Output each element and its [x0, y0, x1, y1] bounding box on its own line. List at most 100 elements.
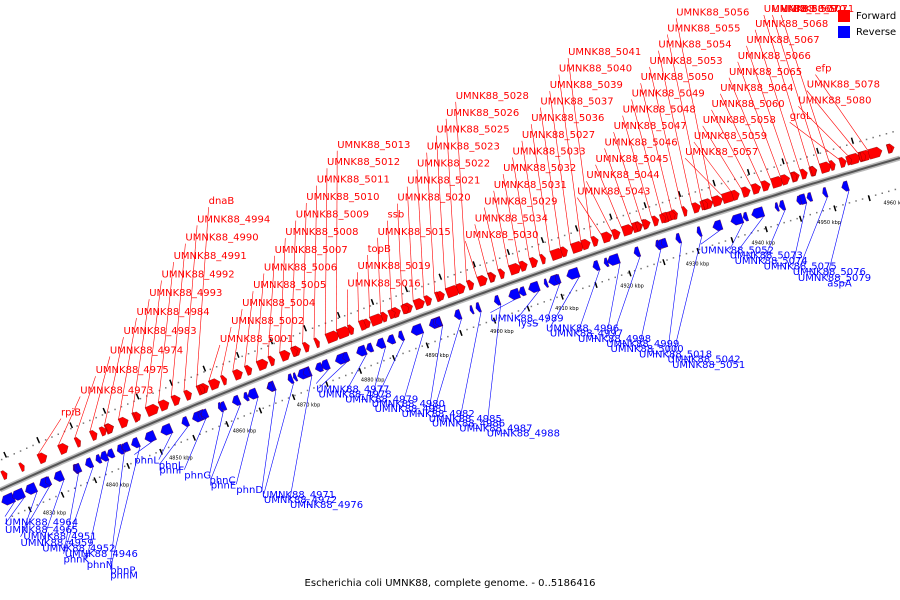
- tick-dot: [376, 362, 379, 364]
- tick-dot: [275, 402, 277, 404]
- tick-dot: [642, 208, 644, 210]
- tick-dot: [511, 312, 513, 314]
- gene-label: UMNK88_5078: [807, 80, 880, 91]
- forward-gene: [691, 202, 701, 214]
- leader-line: [64, 472, 79, 549]
- gene-label: UMNK88_5066: [738, 51, 811, 62]
- forward-gene: [659, 213, 667, 224]
- gene-label: UMNK88_5073: [730, 251, 803, 262]
- leader-line: [263, 381, 295, 494]
- tick-dot: [237, 417, 239, 420]
- tick-dot: [98, 476, 101, 478]
- tick-dot: [218, 425, 220, 428]
- tick-dot: [776, 223, 779, 226]
- tick-dot: [76, 425, 78, 427]
- tick-dot: [453, 333, 455, 335]
- leader-line: [426, 152, 435, 294]
- gene-label: UMNK88_4986: [432, 419, 505, 430]
- tick-dot: [570, 232, 572, 234]
- leader-line: [772, 14, 820, 165]
- gene-label: UMNK88_5020: [397, 193, 470, 204]
- gene-label: phnJ: [159, 461, 181, 472]
- kbp-tick-label: 4840 kbp: [106, 483, 130, 489]
- reverse-gene: [434, 316, 443, 327]
- forward-gene: [750, 183, 761, 195]
- tick-dot: [273, 342, 275, 345]
- tick-dot: [36, 504, 38, 506]
- reverse-gene: [85, 457, 95, 469]
- tick-dot: [447, 335, 449, 338]
- tick-dot: [855, 200, 857, 202]
- tick-dot: [737, 236, 740, 238]
- leader-line: [517, 289, 541, 318]
- tick-dot: [666, 259, 668, 261]
- legend: Forward Reverse: [838, 8, 896, 40]
- major-tick: [798, 215, 803, 222]
- gene-label: UMNK88_5025: [436, 125, 509, 136]
- leader-line: [693, 141, 732, 193]
- tick-dot: [620, 274, 623, 276]
- reverse-gene: [779, 199, 787, 211]
- tick-dot: [793, 160, 795, 162]
- tick-dot: [434, 340, 436, 343]
- tick-dot: [894, 188, 897, 191]
- leader-line: [445, 118, 457, 286]
- reverse-gene: [320, 359, 331, 371]
- leader-line: [232, 309, 243, 373]
- leader-line: [279, 238, 286, 354]
- reverse-gene: [398, 330, 406, 342]
- tick-dot: [95, 416, 97, 419]
- leader-line: [158, 431, 174, 460]
- forward-gene: [476, 275, 488, 287]
- reverse-gene: [247, 387, 259, 400]
- tick-dot: [30, 507, 32, 509]
- major-tick: [102, 407, 107, 414]
- gene-label: UMNK88_5071: [781, 4, 854, 15]
- tick-dot: [653, 263, 655, 266]
- major-tick: [358, 367, 363, 374]
- major-tick: [662, 259, 666, 266]
- reverse-gene: [220, 401, 228, 411]
- leader-line: [244, 291, 254, 368]
- tick-dot: [139, 397, 142, 400]
- tick-dot: [89, 419, 91, 422]
- gene-label: UMNK88_4997: [550, 329, 623, 340]
- tick-dot: [427, 283, 430, 285]
- tick-dot: [646, 265, 649, 268]
- tick-dot: [254, 350, 256, 352]
- leader-line: [754, 29, 801, 171]
- reverse-gene: [730, 212, 745, 226]
- forward-gene: [681, 206, 688, 217]
- forward-gene: [324, 330, 340, 344]
- gene-label: UMNK88_5044: [586, 170, 659, 181]
- tick-dot: [434, 281, 436, 283]
- tick-dot: [608, 278, 610, 281]
- gene-label: UMNK88_4971: [262, 490, 335, 501]
- tick-dot: [524, 248, 527, 250]
- tick-dot: [111, 471, 113, 473]
- leader-line: [220, 326, 232, 378]
- major-tick: [269, 338, 274, 345]
- tick-dot: [17, 512, 20, 515]
- gene-label: UMNK88_5052: [701, 245, 774, 256]
- tick-dot: [707, 187, 710, 189]
- tick-dot: [281, 399, 283, 402]
- tick-dot: [256, 410, 258, 412]
- leader-line: [184, 417, 207, 470]
- leader-line: [649, 66, 683, 208]
- reverse-gene: [302, 367, 312, 378]
- gene-label: UMNK88_5007: [275, 245, 348, 256]
- forward-gene: [117, 416, 129, 429]
- tick-dot: [472, 326, 475, 328]
- tick-dot: [82, 422, 85, 424]
- leader-line: [289, 374, 313, 499]
- forward-gene: [220, 375, 227, 386]
- tick-dot: [337, 317, 339, 319]
- leader-line: [521, 140, 541, 256]
- gene-label: UMNK88_5009: [296, 210, 369, 221]
- forward-gene: [313, 337, 320, 349]
- leader-line: [436, 135, 446, 290]
- reverse-gene: [243, 391, 250, 402]
- gene-label: phnC: [210, 476, 236, 487]
- tick-dot: [205, 430, 208, 433]
